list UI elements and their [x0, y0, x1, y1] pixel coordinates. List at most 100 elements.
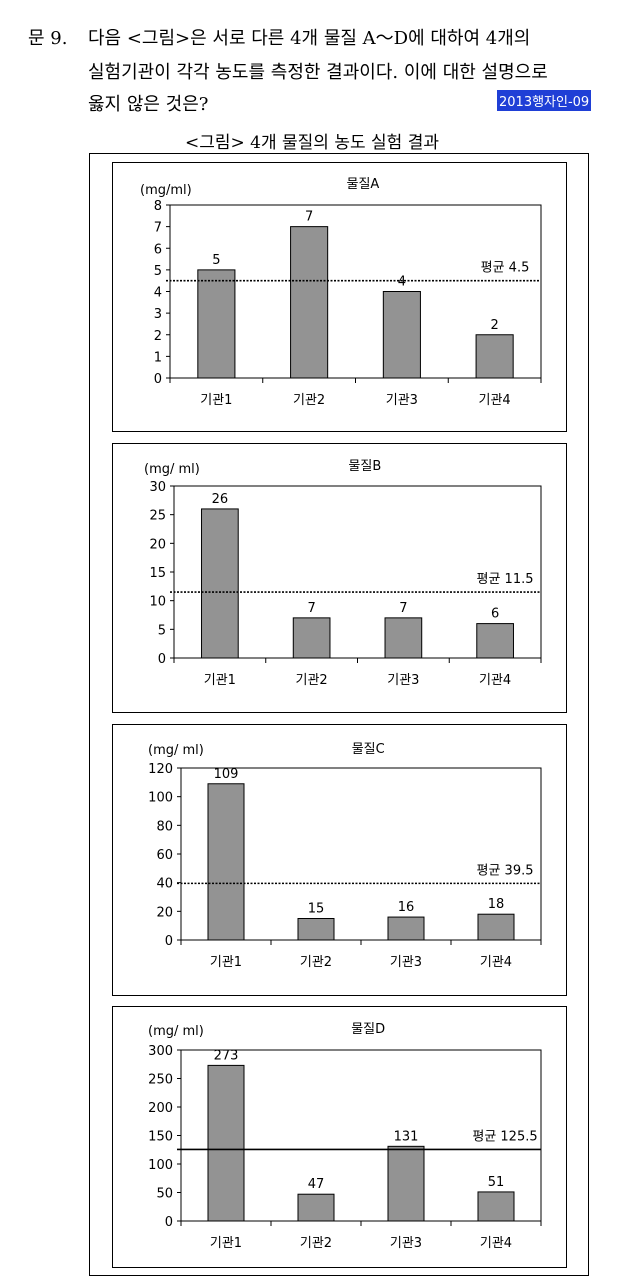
- chart-substance-a: 물질A (mg/ml) 0 1 2 3 4 5 6 7 8 5 기관1 7 기관2 4 기관3 2 기관4 평균 4.…: [112, 162, 567, 432]
- bar-value-label: 51: [488, 1175, 505, 1190]
- category-label: 기관2: [300, 1236, 332, 1251]
- y-tick-label: 60: [156, 848, 173, 863]
- bar-value-label: 7: [307, 601, 315, 616]
- y-tick-label: 15: [149, 566, 166, 581]
- y-tick-label: 0: [165, 1215, 173, 1230]
- category-label: 기관1: [210, 1236, 242, 1251]
- bar: [201, 508, 239, 659]
- chart-panel-border: [112, 162, 567, 432]
- bar: [297, 918, 335, 941]
- y-tick-label: 8: [154, 199, 162, 214]
- bar-value-label: 6: [491, 607, 499, 622]
- y-tick-label: 100: [148, 791, 173, 806]
- bar-value-label: 109: [214, 767, 239, 782]
- y-tick-label: 7: [154, 221, 162, 236]
- bar-value-label: 4: [398, 275, 406, 290]
- chart-panel-border: [112, 724, 567, 996]
- mean-label: 평균 39.5: [477, 863, 534, 878]
- bar-value-label: 7: [305, 210, 313, 225]
- y-tick-label: 120: [148, 762, 173, 777]
- y-tick-label: 20: [156, 905, 173, 920]
- y-tick-label: 80: [156, 819, 173, 834]
- y-tick-label: 100: [148, 1158, 173, 1173]
- bar-value-label: 47: [308, 1177, 325, 1192]
- mean-label: 평균 4.5: [481, 261, 530, 276]
- bar-value-label: 26: [212, 492, 229, 507]
- figure-title: <그림> 4개 물질의 농도 실험 결과: [184, 133, 439, 153]
- bar-value-label: 18: [488, 897, 505, 912]
- bar: [292, 617, 331, 659]
- y-tick-label: 25: [149, 509, 166, 524]
- y-tick-label: 200: [148, 1101, 173, 1116]
- chart-title: 물질D: [351, 1022, 385, 1037]
- question-number: 문 9.: [28, 28, 68, 49]
- chart-substance-c: 물질C (mg/ ml) 0 20 40 60 80 100 120 109 기관1 15 기관2 16 기…: [112, 724, 567, 996]
- y-axis-unit-label: (mg/ ml): [144, 462, 200, 477]
- question-line-1: 다음 <그림>은 서로 다른 4개 물질 A～D에 대하여 4개의: [88, 28, 531, 49]
- chart-substance-b: 물질B (mg/ ml) 0 5 10 15 20 25 30 26 기관1 7 기관2 7 기관3 6 기관4…: [112, 443, 567, 713]
- category-label: 기관3: [390, 1236, 422, 1251]
- bar-value-label: 131: [394, 1129, 419, 1144]
- bar: [197, 269, 236, 379]
- y-tick-label: 250: [148, 1073, 173, 1088]
- chart-title: 물질C: [352, 742, 385, 757]
- y-tick-label: 1: [154, 350, 162, 365]
- category-label: 기관3: [387, 673, 419, 688]
- category-label: 기관4: [479, 393, 511, 408]
- chart-panel-border: [112, 443, 567, 713]
- category-label: 기관1: [204, 673, 236, 688]
- chart-title: 물질B: [348, 459, 381, 474]
- y-axis-unit-label: (mg/ml): [140, 183, 192, 198]
- mean-label: 평균 125.5: [472, 1129, 537, 1144]
- figure-frame: [89, 153, 589, 1276]
- y-tick-label: 0: [165, 934, 173, 949]
- y-tick-label: 0: [158, 652, 166, 667]
- bar: [290, 226, 329, 379]
- category-label: 기관3: [390, 955, 422, 970]
- y-tick-label: 20: [149, 537, 166, 552]
- category-label: 기관3: [386, 393, 418, 408]
- bar: [207, 1064, 245, 1222]
- bar: [477, 1191, 515, 1222]
- category-label: 기관4: [479, 673, 511, 688]
- y-tick-label: 0: [154, 372, 162, 387]
- y-tick-label: 4: [154, 286, 162, 301]
- y-tick-label: 30: [149, 480, 166, 495]
- category-label: 기관2: [300, 955, 332, 970]
- bar-value-label: 5: [212, 253, 220, 268]
- question-source-tag: 2013행자인-09: [497, 90, 592, 111]
- bar-value-label: 16: [398, 900, 415, 915]
- bar: [387, 1145, 425, 1222]
- bar-value-label: 2: [490, 318, 498, 333]
- category-label: 기관4: [480, 955, 512, 970]
- category-label: 기관1: [200, 393, 232, 408]
- y-axis-unit-label: (mg/ ml): [148, 743, 204, 758]
- bar-value-label: 15: [308, 902, 325, 917]
- bar: [387, 916, 425, 941]
- y-tick-label: 300: [148, 1044, 173, 1059]
- category-label: 기관1: [210, 955, 242, 970]
- y-tick-label: 2: [154, 329, 162, 344]
- y-tick-label: 50: [156, 1187, 173, 1202]
- y-axis-unit-label: (mg/ ml): [148, 1024, 204, 1039]
- bar: [297, 1193, 335, 1222]
- y-tick-label: 6: [154, 242, 162, 257]
- y-tick-label: 40: [156, 877, 173, 892]
- category-label: 기관2: [296, 673, 328, 688]
- category-label: 기관2: [293, 393, 325, 408]
- chart-title: 물질A: [347, 177, 380, 192]
- mean-label: 평균 11.5: [477, 572, 534, 587]
- bar-value-label: 273: [214, 1048, 239, 1063]
- question-line-3: 옳지 않은 것은?: [88, 94, 209, 115]
- y-tick-label: 150: [148, 1130, 173, 1145]
- chart-substance-d: 물질D (mg/ ml) 0 50 100 150 200 250 300 273 기관1 47 기관2…: [112, 1006, 567, 1268]
- bar: [207, 783, 245, 941]
- bar: [477, 913, 515, 941]
- y-tick-label: 5: [154, 264, 162, 279]
- bar-value-label: 7: [399, 601, 407, 616]
- y-tick-label: 3: [154, 307, 162, 322]
- bar: [476, 623, 514, 659]
- y-tick-label: 10: [149, 595, 166, 610]
- category-label: 기관4: [480, 1236, 512, 1251]
- bar: [475, 334, 514, 379]
